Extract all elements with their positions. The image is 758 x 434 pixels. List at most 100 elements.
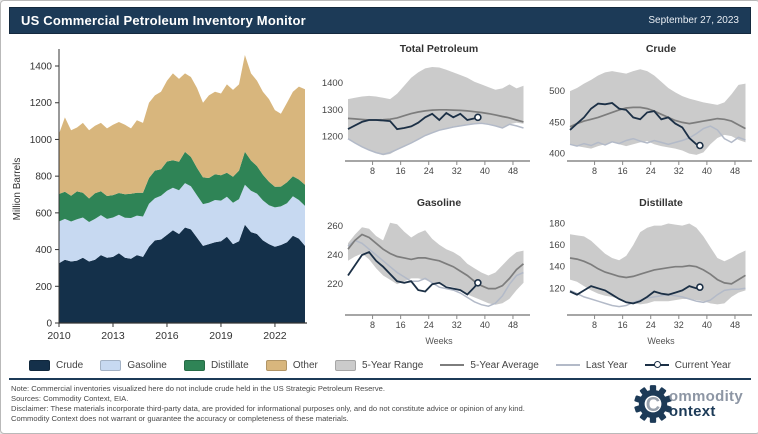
page-title: US Commercial Petroleum Inventory Monito… [21, 13, 306, 28]
svg-text:1400: 1400 [322, 78, 343, 89]
last-year-line-swatch [555, 364, 580, 366]
svg-text:140: 140 [549, 262, 565, 273]
svg-text:240: 240 [327, 250, 343, 261]
header-bar: US Commercial Petroleum Inventory Monito… [9, 7, 751, 34]
legend-item-other: Other [265, 359, 318, 371]
svg-text:24: 24 [424, 166, 434, 176]
svg-text:48: 48 [508, 320, 518, 330]
chart-title: Crude [645, 43, 677, 55]
svg-text:8: 8 [370, 166, 375, 176]
footer-divider [9, 378, 751, 380]
svg-text:1200: 1200 [30, 98, 53, 109]
report-date: September 27, 2023 [648, 15, 739, 26]
svg-text:48: 48 [730, 320, 740, 330]
svg-text:16: 16 [618, 320, 628, 330]
legend-label: 5-Year Range [361, 359, 424, 371]
svg-text:160: 160 [549, 240, 565, 251]
legend-item-distillate: Distillate [183, 359, 249, 371]
svg-text:40: 40 [480, 166, 490, 176]
legend-label: Other [292, 359, 318, 371]
gasoline-plot: 8 16 24 32 40 48 220 240 260 [327, 221, 530, 330]
svg-text:600: 600 [35, 208, 52, 219]
crude-plot: 8 16 24 32 40 48 400 450 500 [549, 69, 752, 176]
crude-swatch [29, 359, 50, 371]
svg-text:1400: 1400 [30, 62, 53, 73]
svg-text:8: 8 [592, 166, 597, 176]
svg-text:260: 260 [327, 221, 343, 232]
current-year-line-swatch [644, 361, 669, 368]
gasoline-swatch [100, 359, 122, 371]
chart-title: Total Petroleum [399, 43, 479, 55]
average-line-swatch [440, 364, 465, 366]
legend-item-range: 5-Year Range [334, 359, 424, 371]
svg-text:24: 24 [646, 320, 656, 330]
gear-icon: C [634, 385, 672, 423]
x-axis-label: Weeks [647, 336, 675, 346]
legend-label: Last Year [585, 359, 628, 371]
svg-text:32: 32 [674, 166, 684, 176]
stacked-area-plot: 0 200 400 600 800 1000 1200 1400 2010 2013 2016 201… [12, 49, 307, 342]
distillate-plot: 8 16 24 32 40 48 120 140 160 180 [549, 218, 752, 330]
x-axis-label [345, 182, 533, 193]
legend: Crude Gasoline Distillate Other 5-Year R… [9, 355, 751, 375]
svg-text:2019: 2019 [209, 330, 233, 342]
svg-text:40: 40 [702, 320, 712, 330]
distillate-chart: Distillate 8 16 24 32 40 48 120 140 160 180 Weeks [537, 197, 755, 349]
svg-text:16: 16 [396, 166, 406, 176]
svg-text:220: 220 [327, 279, 343, 290]
svg-text:24: 24 [646, 166, 656, 176]
legend-label: Gasoline [127, 359, 167, 371]
svg-text:1300: 1300 [322, 105, 343, 116]
svg-text:8: 8 [370, 320, 375, 330]
crude-chart: Crude 8 16 24 32 40 48 400 450 500 [537, 43, 755, 195]
svg-text:8: 8 [592, 320, 597, 330]
footnotes: Note: Commercial inventories visualized … [11, 384, 541, 424]
x-axis-label: Weeks [425, 336, 453, 346]
legend-label: Crude [56, 359, 84, 371]
note-text: Note: Commercial inventories visualized … [11, 384, 385, 393]
svg-text:16: 16 [618, 166, 628, 176]
svg-text:0: 0 [46, 319, 52, 330]
svg-text:48: 48 [730, 166, 740, 176]
legend-label: Distillate [210, 359, 249, 371]
legend-item-gasoline: Gasoline [100, 359, 167, 371]
legend-item-current-year: Current Year [644, 359, 731, 371]
svg-text:48: 48 [508, 166, 518, 176]
logo-line2: ontext [668, 403, 716, 420]
current-year-marker [653, 361, 661, 368]
legend-item-average: 5-Year Average [440, 360, 539, 371]
other-swatch [265, 359, 287, 371]
svg-text:40: 40 [702, 166, 712, 176]
svg-text:1000: 1000 [30, 135, 53, 146]
svg-text:200: 200 [35, 282, 52, 293]
svg-text:500: 500 [549, 86, 565, 97]
commodity-context-logo: C ommodity ontext [632, 383, 743, 425]
svg-text:400: 400 [35, 245, 52, 256]
distillate-swatch [183, 359, 205, 371]
svg-text:Million Barrels: Million Barrels [12, 158, 23, 221]
logo-text: ommodity ontext [669, 389, 743, 419]
legend-label: Current Year [674, 359, 731, 371]
svg-text:2013: 2013 [101, 330, 125, 342]
svg-text:400: 400 [549, 149, 565, 160]
legend-item-crude: Crude [29, 359, 84, 371]
legend-item-last-year: Last Year [555, 359, 628, 371]
svg-text:32: 32 [452, 166, 462, 176]
svg-text:450: 450 [549, 117, 565, 128]
svg-text:C: C [646, 394, 660, 416]
range-swatch [334, 359, 356, 371]
svg-text:2010: 2010 [47, 330, 71, 342]
svg-text:1200: 1200 [322, 132, 343, 143]
svg-text:2022: 2022 [263, 330, 287, 342]
svg-text:2016: 2016 [155, 330, 179, 342]
svg-text:800: 800 [35, 172, 52, 183]
svg-text:120: 120 [549, 283, 565, 294]
chart-title: Gasoline [416, 197, 462, 209]
svg-text:40: 40 [480, 320, 490, 330]
sources-text: Sources: Commodity Context, EIA. [11, 394, 129, 404]
svg-text:16: 16 [396, 320, 406, 330]
disclaimer-text: Disclaimer: These materials incorporate … [11, 404, 525, 424]
svg-text:32: 32 [452, 320, 462, 330]
chart-title: Distillate [639, 197, 683, 209]
